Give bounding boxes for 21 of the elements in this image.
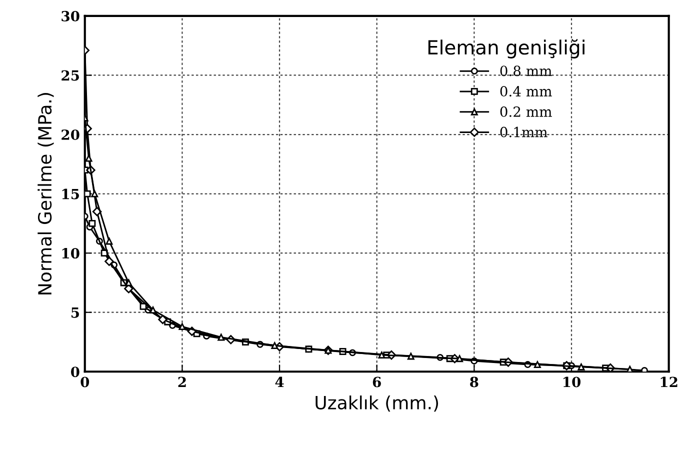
legend-title: Eleman genişliği	[428, 39, 584, 58]
x-tick-label: 10	[564, 376, 581, 388]
y-tick-label: 5	[71, 308, 79, 318]
x-tick-label: 2	[178, 376, 186, 388]
x-tick-label: 0	[80, 376, 90, 388]
x-tick-label: 12	[660, 376, 678, 388]
legend-label: 0.2 mm	[500, 106, 552, 117]
x-axis-title: Uzaklık (mm.)	[316, 396, 438, 412]
y-axis-title: Normal Gerilme (MPa.)	[38, 93, 54, 294]
x-tick-label: 6	[372, 376, 381, 388]
x-tick-label: 8	[470, 376, 478, 388]
y-tick-label: 30	[62, 10, 80, 22]
legend-label: 0.4 mm	[500, 86, 552, 97]
y-tick-label: 10	[62, 248, 80, 259]
y-tick-label: 25	[62, 70, 79, 81]
y-tick-label: 15	[62, 188, 79, 200]
y-tick-label: 20	[62, 129, 80, 140]
legend-label: 0.1mm	[500, 126, 548, 138]
y-tick-label: 0	[71, 366, 80, 378]
legend-label: 0.8 mm	[500, 66, 552, 76]
x-tick-label: 4	[275, 376, 284, 388]
